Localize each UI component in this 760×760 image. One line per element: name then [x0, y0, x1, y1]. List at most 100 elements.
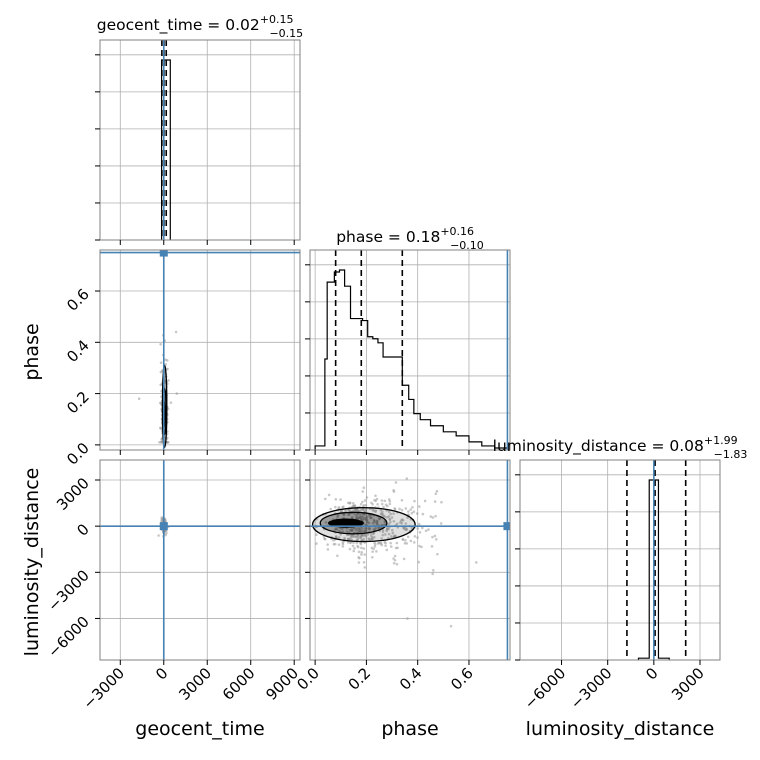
luminosity-distance-vs-phase-sample-point	[349, 536, 353, 539]
luminosity-distance-vs-phase-sample-point	[390, 535, 393, 538]
luminosity-distance-vs-phase-sample-point	[346, 533, 349, 537]
luminosity-distance-vs-phase-sample-point	[367, 537, 371, 541]
luminosity-distance-vs-phase-sample-point	[376, 542, 380, 545]
luminosity-distance-vs-phase-sample-point	[395, 541, 399, 545]
geocent-time-frame	[99, 39, 301, 241]
luminosity-distance-vs-phase-sample-point	[432, 569, 435, 572]
luminosity-distance-vs-phase-sample-point	[402, 526, 405, 530]
luminosity-distance-vs-phase-sample-point	[372, 536, 376, 539]
luminosity-distance-vs-phase-sample-point	[323, 537, 326, 540]
luminosity-distance-vs-phase-sample-point	[430, 545, 434, 548]
luminosity-distance-vs-geocent-time-sample-point	[165, 531, 168, 535]
luminosity-distance-vs-phase-sample-point	[362, 534, 366, 537]
luminosity-distance-vs-phase-sample-point	[406, 617, 409, 620]
luminosity-distance-vs-phase-sample-point	[361, 500, 364, 504]
luminosity-distance-vs-phase-sample-point	[351, 544, 355, 548]
luminosity-distance-vs-phase-sample-point	[361, 508, 365, 511]
luminosity-distance-vs-phase-sample-point	[360, 546, 363, 550]
luminosity-distance-vs-phase-sample-point	[406, 516, 409, 519]
luminosity-distance-vs-phase-sample-point	[381, 533, 385, 537]
luminosity-distance-vs-phase-sample-point	[401, 537, 405, 541]
luminosity-distance-vs-phase-frame	[309, 459, 511, 661]
luminosity-distance-vs-phase-sample-point	[413, 535, 417, 538]
luminosity-distance-vs-phase-sample-point	[356, 533, 360, 537]
luminosity-distance-vs-phase-sample-point	[375, 550, 378, 553]
luminosity-distance-vs-phase-sample-point	[365, 518, 368, 521]
luminosity-distance-vs-phase-sample-point	[379, 541, 382, 545]
phase-vs-geocent-time-sample-point	[137, 397, 141, 401]
luminosity-distance-vs-phase-sample-point	[367, 521, 371, 525]
luminosity-distance-vs-phase-sample-point	[391, 531, 395, 535]
luminosity-distance-vs-phase-sample-point	[389, 512, 393, 516]
phase-vs-geocent-time-frame	[99, 249, 301, 451]
phase-histogram-step	[314, 269, 509, 450]
phase-vs-geocent-time-sample-point	[166, 441, 169, 444]
luminosity-distance-vs-geocent-time-sample-point	[157, 534, 160, 537]
luminosity-distance-vs-phase-sample-point	[392, 488, 395, 492]
luminosity-distance-vs-phase-sample-point	[371, 550, 374, 553]
luminosity-distance-vs-phase-sample-point	[374, 499, 377, 503]
phase-vs-geocent-time-sample-point	[166, 367, 169, 371]
luminosity-distance-vs-phase-sample-point	[392, 561, 396, 565]
luminosity-distance-vs-phase-sample-point	[350, 529, 353, 533]
luminosity-distance-vs-phase-sample-point	[362, 486, 366, 489]
y-axis-label-luminosity-distance: luminosity_distance	[21, 468, 43, 657]
luminosity-distance-vs-phase-sample-point	[352, 549, 356, 553]
phase-title: phase = 0.18+0.16 −0.10	[336, 225, 484, 252]
luminosity-distance-vs-phase-sample-point	[403, 541, 407, 545]
luminosity-distance-vs-phase-sample-point	[389, 541, 392, 545]
luminosity-distance-vs-phase-sample-point	[363, 499, 367, 502]
luminosity-distance-vs-phase-sample-point	[411, 505, 414, 509]
luminosity-distance-vs-phase-sample-point	[390, 516, 394, 519]
phase-vs-geocent-time-sample-point	[160, 438, 163, 441]
luminosity-distance-vs-phase-sample-point	[409, 508, 413, 511]
luminosity-distance-vs-phase-sample-point	[373, 520, 376, 524]
phase-histogram-panel: phase = 0.18+0.16 −0.10	[305, 225, 511, 455]
luminosity-distance-vs-phase-sample-point	[356, 535, 360, 539]
luminosity-distance-vs-phase-sample-point	[410, 511, 414, 515]
luminosity-distance-vs-phase-sample-point	[390, 528, 394, 532]
luminosity-distance-vs-phase-sample-point	[351, 501, 355, 505]
luminosity-distance-vs-phase-sample-point	[392, 519, 396, 523]
luminosity-distance-vs-geocent-time-frame	[99, 459, 301, 661]
luminosity-distance-vs-phase-sample-point	[449, 624, 453, 628]
luminosity-distance-vs-phase-sample-point	[392, 512, 395, 516]
luminosity-distance-vs-phase-sample-point	[339, 498, 342, 501]
luminosity-distance-vs-phase-sample-point	[359, 508, 363, 512]
luminosity-distance-vs-phase-sample-point	[352, 527, 356, 530]
luminosity-distance-vs-phase-sample-point	[341, 530, 344, 533]
luminosity-distance-vs-phase-sample-point	[374, 494, 377, 498]
luminosity-distance-vs-phase-sample-point	[356, 545, 360, 549]
luminosity-distance-vs-phase-sample-point	[387, 522, 391, 526]
luminosity-distance-vs-phase-sample-point	[362, 560, 366, 564]
luminosity-distance-vs-phase-sample-point	[404, 507, 408, 510]
luminosity-distance-vs-phase-sample-point	[427, 528, 430, 531]
geocent-time-title: geocent_time = 0.02+0.15 −0.15	[97, 13, 303, 40]
luminosity-distance-vs-phase-sample-point	[357, 527, 361, 531]
luminosity-distance-vs-phase-sample-point	[398, 507, 401, 511]
x-axis-label-phase: phase	[381, 718, 438, 740]
luminosity-distance-vs-phase-sample-point	[362, 547, 366, 550]
luminosity-distance-vs-phase-sample-point	[358, 516, 362, 520]
luminosity-distance-vs-phase-sample-point	[399, 521, 402, 524]
luminosity-distance-vs-phase-sample-point	[387, 498, 391, 501]
luminosity-distance-vs-phase-sample-point	[315, 533, 318, 537]
luminosity-distance-vs-phase-sample-point	[334, 535, 338, 539]
y-axis-label-phase: phase	[21, 323, 43, 380]
luminosity-distance-vs-phase-sample-point	[384, 533, 387, 536]
luminosity-distance-vs-phase-sample-point	[359, 535, 362, 538]
luminosity-distance-vs-phase-sample-point	[342, 505, 345, 508]
luminosity-distance-frame	[519, 459, 721, 661]
luminosity-distance-vs-phase-sample-point	[387, 532, 391, 536]
luminosity-distance-vs-phase-sample-point	[348, 501, 352, 505]
luminosity-distance-vs-phase-sample-point	[370, 556, 374, 559]
luminosity-distance-vs-phase-sample-point	[388, 502, 392, 506]
luminosity-distance-vs-phase-sample-point	[373, 543, 377, 546]
luminosity-distance-vs-phase-sample-point	[337, 543, 341, 546]
phase-vs-geocent-time-sample-point	[174, 330, 178, 334]
luminosity-distance-vs-phase-sample-point	[433, 534, 437, 538]
luminosity-distance-vs-phase-sample-point	[418, 544, 421, 548]
luminosity-distance-vs-phase-sample-point	[336, 515, 339, 519]
luminosity-distance-vs-phase-sample-point	[382, 505, 385, 509]
luminosity-distance-vs-phase-sample-point	[333, 542, 337, 546]
